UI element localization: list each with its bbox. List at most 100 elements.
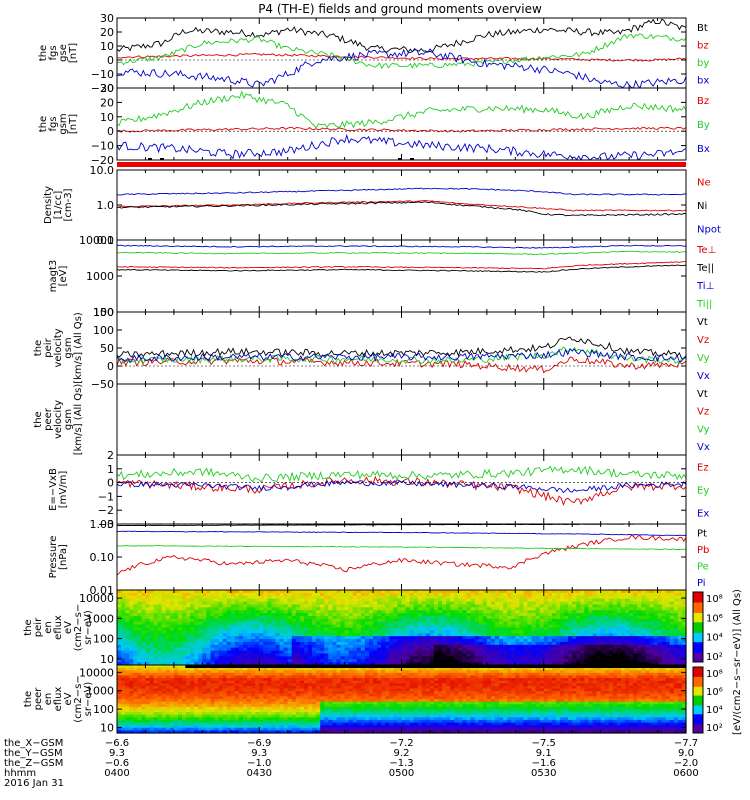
heatmap-cell <box>413 656 419 660</box>
heatmap-cell <box>653 644 659 649</box>
heatmap-cell <box>169 624 175 629</box>
heatmap-cell <box>283 624 289 629</box>
heatmap-cell <box>665 590 671 594</box>
heatmap-cell <box>499 604 504 608</box>
heatmap-cell <box>275 613 281 617</box>
heatmap-cell <box>588 662 594 666</box>
series-bx-line <box>117 48 687 89</box>
heatmap-cell <box>255 592 260 597</box>
heatmap-cell <box>157 714 163 718</box>
heatmap-cell <box>251 607 256 611</box>
heatmap-cell <box>637 630 642 634</box>
heatmap-cell <box>149 624 155 629</box>
heatmap-cell <box>421 621 427 626</box>
heatmap-cell <box>153 639 159 643</box>
heatmap-cell <box>625 598 630 603</box>
heatmap-cell <box>389 592 394 597</box>
heatmap-cell <box>299 659 305 663</box>
heatmap-cell <box>580 592 585 597</box>
heatmap-cell <box>214 678 220 682</box>
heatmap-cell <box>259 662 264 666</box>
heatmap-cell <box>173 709 179 713</box>
heatmap-cell <box>125 607 130 611</box>
heatmap-cell <box>486 598 492 603</box>
heatmap-cell <box>539 607 545 611</box>
heatmap-cell <box>653 641 659 646</box>
heatmap-cell <box>149 730 155 734</box>
heatmap-cell <box>121 595 126 600</box>
heatmap-cell <box>267 647 273 652</box>
heatmap-cell <box>117 601 122 606</box>
heatmap-cell <box>389 615 394 620</box>
heatmap-cell <box>291 618 297 623</box>
heatmap-cell <box>145 627 151 631</box>
heatmap-cell <box>580 636 585 640</box>
heatmap-cell <box>486 604 492 608</box>
heatmap-cell <box>149 610 155 614</box>
heatmap-cell <box>316 644 321 649</box>
heatmap-cell <box>145 615 151 620</box>
heatmap-cell <box>182 613 187 617</box>
heatmap-cell <box>291 615 297 620</box>
heatmap-cell <box>186 693 191 697</box>
heatmap-cell <box>657 633 663 637</box>
heatmap-cell <box>255 656 260 660</box>
heatmap-cell <box>466 656 472 660</box>
heatmap-cell <box>169 680 175 684</box>
heatmap-cell <box>458 595 464 600</box>
heatmap-cell <box>129 706 134 711</box>
heatmap-cell <box>141 590 147 594</box>
heatmap-cell <box>153 730 159 734</box>
heatmap-cell <box>629 621 634 626</box>
heatmap-cell <box>287 592 293 597</box>
heatmap-cell <box>182 598 187 603</box>
heatmap-cell <box>206 627 212 631</box>
heatmap-cell <box>234 607 240 611</box>
heatmap-cell <box>137 647 142 652</box>
heatmap-cell <box>633 618 638 623</box>
heatmap-cell <box>169 670 175 674</box>
heatmap-cell <box>247 630 252 634</box>
heatmap-cell <box>303 598 309 603</box>
heatmap-cell <box>153 699 159 703</box>
legend-by: by <box>697 58 709 69</box>
heatmap-cell <box>125 659 130 663</box>
heatmap-cell <box>462 624 468 629</box>
heatmap-cell <box>584 656 590 660</box>
heatmap-cell <box>377 656 382 660</box>
heatmap-cell <box>129 667 134 671</box>
heatmap-cell <box>478 633 484 637</box>
heatmap-cell <box>588 650 594 655</box>
heatmap-cell <box>377 639 382 643</box>
heatmap-cell <box>604 595 610 600</box>
heatmap-cell <box>214 647 220 652</box>
series-Vy-line <box>116 346 687 365</box>
heatmap-cell <box>149 653 155 657</box>
legend-Pi: Pi <box>697 578 706 589</box>
heatmap-cell <box>421 598 427 603</box>
heatmap-cell <box>649 610 655 614</box>
heatmap-cell <box>669 592 675 597</box>
heatmap-cell <box>681 590 687 594</box>
heatmap-cell <box>551 639 557 643</box>
heatmap-cell <box>454 621 459 626</box>
heatmap-cell <box>377 644 382 649</box>
heatmap-cell <box>165 678 171 682</box>
heatmap-cell <box>177 696 183 700</box>
heatmap-cell <box>242 644 248 649</box>
heatmap-cell <box>434 624 439 629</box>
heatmap-cell <box>121 618 126 623</box>
heatmap-cell <box>576 647 581 652</box>
heatmap-cell <box>580 624 585 629</box>
heatmap-cell <box>283 595 289 600</box>
heatmap-cell <box>535 604 541 608</box>
heatmap-cell <box>161 590 167 594</box>
heatmap-cell <box>604 615 610 620</box>
heatmap-cell <box>267 627 273 631</box>
heatmap-cell <box>222 709 228 713</box>
heatmap-cell <box>637 647 642 652</box>
heatmap-cell <box>165 680 171 684</box>
heatmap-cell <box>555 598 561 603</box>
heatmap-cell <box>389 662 394 666</box>
